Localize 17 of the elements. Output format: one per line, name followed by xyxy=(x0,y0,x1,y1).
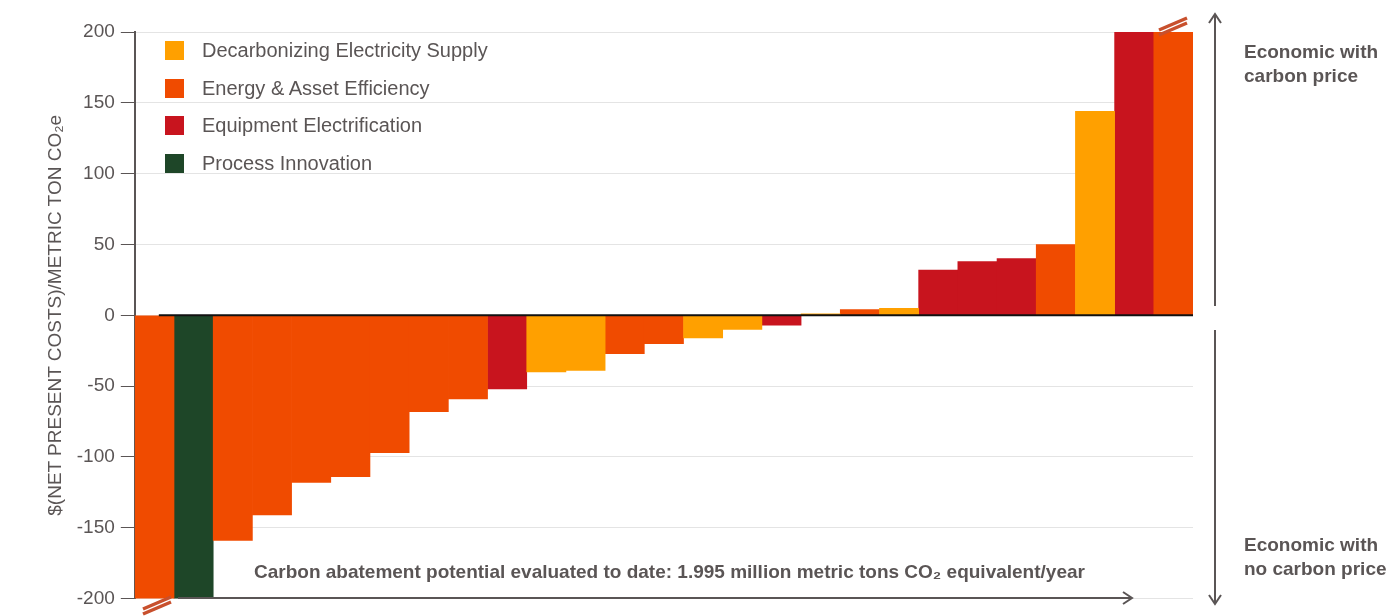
legend-label: Decarbonizing Electricity Supply xyxy=(202,39,488,63)
y-tick-label: -200 xyxy=(76,586,115,608)
annotation: Carbon abatement potential evaluated to date: 1.995 million metric tons CO₂ equivalent/year xyxy=(250,560,1089,584)
y-axis-title: $(NET PRESENT COSTS)/METRIC TON CO₂e xyxy=(43,114,65,516)
y-tick-label: -50 xyxy=(87,374,115,396)
y-tick-label: 0 xyxy=(104,303,115,325)
legend-label: Process Innovation xyxy=(202,151,373,175)
text: Economic with no carbon price xyxy=(1244,533,1388,581)
legend-label: Equipment Electrification xyxy=(202,114,423,138)
y-tick-label: 150 xyxy=(83,91,115,113)
y-tick-label: 50 xyxy=(93,232,115,254)
y-tick-label: -100 xyxy=(76,445,115,467)
text: Economic with carbon price xyxy=(1244,40,1380,88)
legend-label: Energy & Asset Efficiency xyxy=(202,76,430,100)
y-tick-label: -150 xyxy=(76,516,115,538)
y-tick-label: 200 xyxy=(83,20,115,42)
y-tick-label: 100 xyxy=(83,161,115,183)
